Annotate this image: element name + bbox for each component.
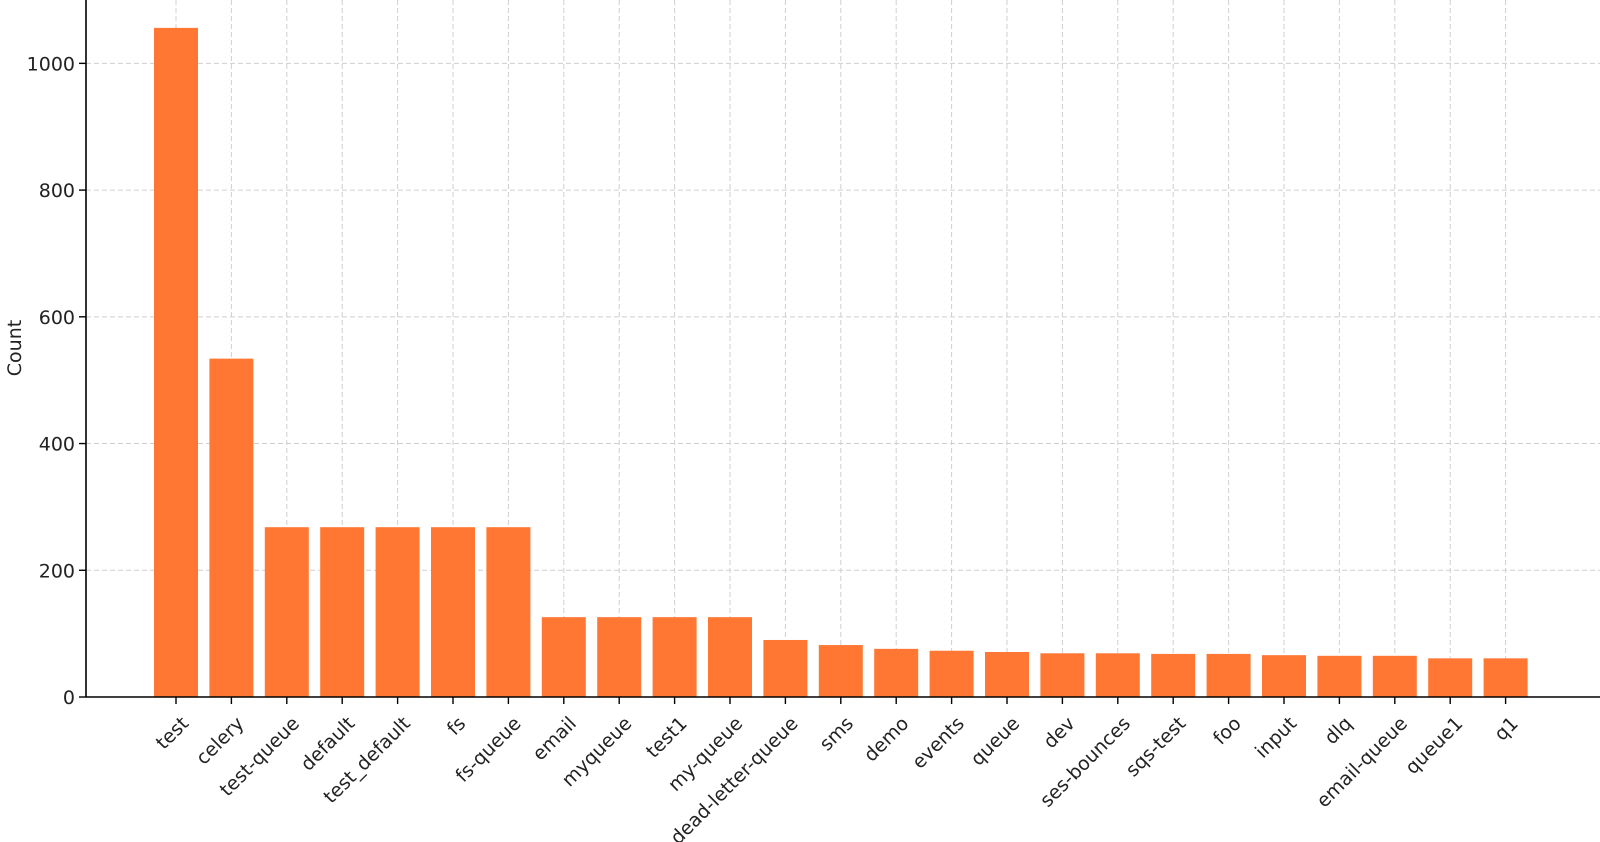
bar-queue xyxy=(985,652,1029,697)
bar-celery xyxy=(209,358,254,697)
x-tick-label: test xyxy=(152,713,193,754)
x-tick-label: input xyxy=(1251,713,1301,763)
bar-my-queue xyxy=(708,617,752,697)
bar-dev xyxy=(1040,653,1085,697)
x-tick-label: queue1 xyxy=(1401,713,1467,779)
y-tick-label: 400 xyxy=(39,434,75,456)
bar-dlq xyxy=(1317,655,1362,697)
bar-input xyxy=(1262,655,1306,697)
y-axis-ticks: 0 200 400 600 800 1000 xyxy=(27,53,86,709)
bars xyxy=(154,27,1528,697)
x-tick-label: demo xyxy=(860,713,914,767)
bar-test xyxy=(154,27,198,697)
bar-sms xyxy=(818,645,863,697)
bar-foo xyxy=(1206,653,1251,697)
y-tick-label: 200 xyxy=(39,560,75,582)
bar-ses-bounces xyxy=(1095,653,1140,697)
x-tick-label: q1 xyxy=(1490,713,1523,746)
bar-dead-letter-queue xyxy=(763,639,808,697)
x-tick-label: dev xyxy=(1039,713,1079,753)
x-tick-label: email xyxy=(528,713,581,766)
y-tick-label: 800 xyxy=(39,180,75,202)
bar-demo xyxy=(874,648,919,697)
bar-myqueue xyxy=(597,617,642,697)
x-tick-label: queue xyxy=(966,713,1024,771)
x-gridlines xyxy=(175,0,1507,697)
x-tick-label: dlq xyxy=(1320,713,1356,749)
bar-fs xyxy=(431,527,475,697)
x-tick-label: sms xyxy=(815,713,858,756)
bar-events xyxy=(929,650,974,697)
y-axis-title: Count xyxy=(4,320,26,376)
y-tick-label: 600 xyxy=(39,307,75,329)
y-tick-label: 1000 xyxy=(27,53,75,75)
x-tick-label: events xyxy=(908,713,969,774)
bar-email xyxy=(541,617,586,697)
y-tick-label: 0 xyxy=(63,687,75,709)
bar-test_default xyxy=(375,527,420,697)
x-tick-label: foo xyxy=(1209,713,1246,750)
bar-queue1 xyxy=(1428,658,1473,697)
bar-default xyxy=(320,527,365,697)
x-tick-label: sqs-test xyxy=(1122,713,1191,782)
bar-email-queue xyxy=(1372,655,1417,697)
y-gridlines xyxy=(86,62,1600,698)
bar-q1 xyxy=(1483,658,1528,697)
bar-sqs-test xyxy=(1151,653,1196,697)
bar-fs-queue xyxy=(486,527,531,697)
x-tick-label: test1 xyxy=(642,713,692,763)
bar-test1 xyxy=(652,617,697,697)
bar-test-queue xyxy=(264,527,309,697)
x-tick-label: fs xyxy=(443,713,470,740)
